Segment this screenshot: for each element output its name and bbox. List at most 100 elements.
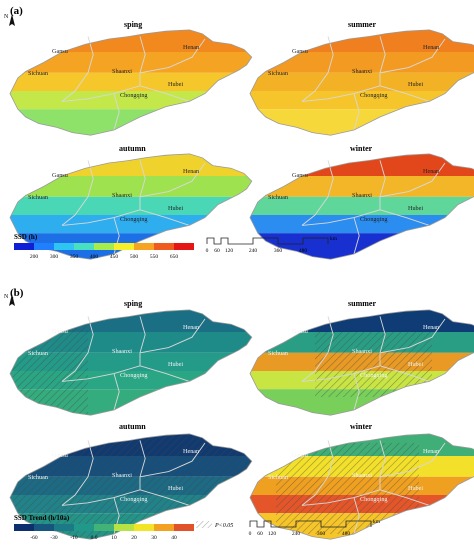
province-label-henan: Henan [423, 324, 439, 331]
province-label-henan: Henan [183, 44, 199, 51]
scale-bar-a: 0 60 120 240 360 480 km [206, 236, 338, 254]
scale-bar-graphic [206, 237, 329, 245]
colorbar-tick: -30 [50, 535, 58, 541]
province-label-hubei: Hubei [408, 485, 423, 492]
hatch-swatch [196, 521, 212, 528]
colorbar-tick: 20 [131, 535, 137, 541]
colorbar-swatch [34, 243, 54, 250]
map-band-a-spring-5 [10, 109, 252, 136]
season-title-a-spring: sping [124, 20, 142, 29]
colorbar-tick: -10 [70, 535, 78, 541]
panel-b-label: (b) [10, 287, 24, 299]
province-label-chongqing: Chongqing [360, 372, 388, 379]
colorbar-swatch [134, 524, 154, 531]
province-label-chongqing: Chongqing [360, 216, 388, 223]
province-label-shaanxi: Shaanxi [112, 472, 132, 479]
colorbar-swatch [154, 524, 174, 531]
map-band-a-spring-1 [10, 29, 252, 52]
scale-unit: km [330, 236, 338, 242]
north-label: N [4, 294, 9, 300]
colorbar-swatch [94, 243, 114, 250]
map-band-a-autumn-1 [10, 153, 252, 176]
map-b-spring [9, 309, 253, 416]
colorbar-tick: 550 [150, 254, 159, 260]
colorbar-swatch [34, 524, 54, 531]
colorbar-swatch [174, 524, 194, 531]
colorbar-swatch [174, 243, 194, 250]
province-label-shaanxi: Shaanxi [352, 192, 372, 199]
colorbar-swatch [114, 524, 134, 531]
season-title-b-summer: summer [348, 299, 376, 308]
province-label-chongqing: Chongqing [120, 496, 148, 503]
province-label-sichuan: Sichuan [28, 474, 48, 481]
significance-legend: P<0.05 [196, 521, 233, 529]
province-label-shaanxi: Shaanxi [352, 472, 372, 479]
season-title-a-summer: summer [348, 20, 376, 29]
map-band-a-summer-4 [250, 91, 474, 110]
colorbar-swatch [94, 524, 114, 531]
province-label-chongqing: Chongqing [360, 496, 388, 503]
scale-tick: 0 [206, 248, 209, 254]
province-label-henan: Henan [183, 448, 199, 455]
colorbar-swatch [154, 243, 174, 250]
colorbar-tick: 30 [151, 535, 157, 541]
map-band-a-summer-3 [250, 72, 474, 91]
map-a-summer [249, 29, 474, 136]
map-band-a-spring-3 [10, 72, 252, 91]
province-label-sichuan: Sichuan [28, 70, 48, 77]
north-arrow-icon [9, 294, 15, 306]
province-label-henan: Henan [423, 448, 439, 455]
province-label-sichuan: Sichuan [268, 474, 288, 481]
province-label-gansu: Gansu [52, 172, 68, 179]
season-title-b-autumn: autumn [119, 422, 146, 431]
scale-tick: 0 [249, 531, 252, 537]
colorbar-tick: 350 [70, 254, 79, 260]
province-label-hubei: Hubei [168, 361, 183, 368]
scale-tick: 480 [342, 531, 351, 537]
colorbar-tick: 400 [90, 254, 99, 260]
colorbar-tick: -60 [30, 535, 38, 541]
province-label-gansu: Gansu [52, 328, 68, 335]
map-band-a-autumn-3 [10, 196, 252, 215]
scale-bar-graphic [249, 520, 372, 528]
map-band-a-winter-3 [250, 196, 474, 215]
province-label-sichuan: Sichuan [268, 70, 288, 77]
scale-tick: 60 [257, 531, 263, 537]
colorbar-tick: 10 [111, 535, 117, 541]
colorbar-tick: 500 [130, 254, 139, 260]
province-label-hubei: Hubei [168, 81, 183, 88]
province-label-shaanxi: Shaanxi [112, 68, 132, 75]
province-label-shaanxi: Shaanxi [352, 348, 372, 355]
province-label-henan: Henan [423, 168, 439, 175]
scale-tick: 240 [249, 248, 258, 254]
colorbar-tick: 300 [50, 254, 59, 260]
province-label-sichuan: Sichuan [268, 350, 288, 357]
colorbar-swatch [14, 243, 34, 250]
map-band-a-summer-5 [250, 109, 474, 136]
colorbar-tick: 450 [110, 254, 119, 260]
map-band-a-winter-2 [250, 176, 474, 197]
north-arrow-icon [9, 14, 15, 26]
colorbar-swatch [74, 524, 94, 531]
province-label-chongqing: Chongqing [120, 372, 148, 379]
scale-tick: 360 [317, 531, 326, 537]
legend-b: SSD Trend (h/10a) -60 -30 -10 0.0 10 20 … [14, 514, 233, 541]
province-label-shaanxi: Shaanxi [112, 192, 132, 199]
scale-tick: 60 [214, 248, 220, 254]
scale-bar-b: 0 60 120 240 360 480 km [249, 519, 381, 537]
colorbar-swatch [54, 524, 74, 531]
colorbar-swatch [134, 243, 154, 250]
legend-title-b: SSD Trend (h/10a) [14, 514, 70, 522]
legend-title-a: SSD (h) [14, 233, 38, 241]
legend-a: SSD (h) 200 300 350 400 450 500 550 650 [14, 233, 194, 260]
province-label-henan: Henan [183, 168, 199, 175]
province-label-hubei: Hubei [408, 361, 423, 368]
map-band-a-summer-2 [250, 52, 474, 73]
province-label-hubei: Hubei [168, 205, 183, 212]
province-label-gansu: Gansu [292, 328, 308, 335]
scale-tick: 120 [268, 531, 277, 537]
season-title-a-winter: winter [350, 144, 373, 153]
season-title-b-spring: sping [124, 299, 142, 308]
colorbar-tick: 40 [171, 535, 177, 541]
